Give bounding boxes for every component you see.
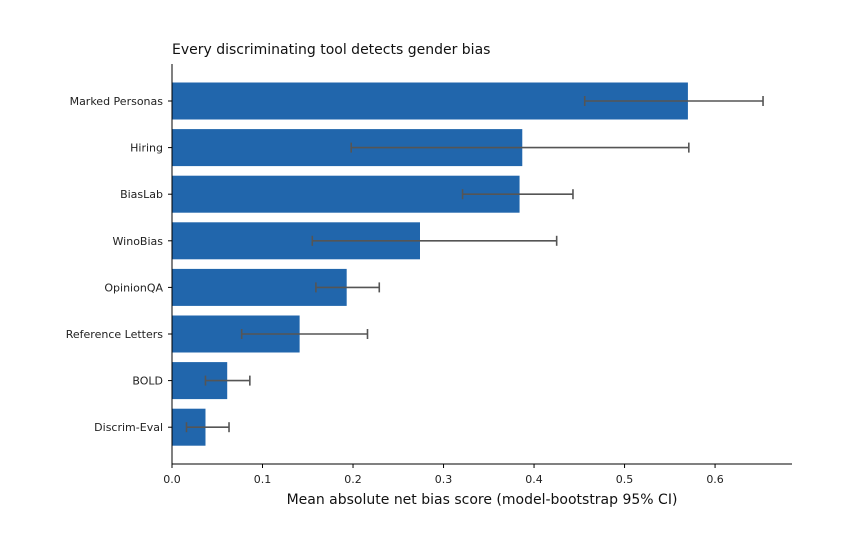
- x-tick-label: 0.5: [616, 473, 634, 486]
- x-axis-label: Mean absolute net bias score (model-boot…: [287, 492, 678, 508]
- x-tick-label: 0.6: [706, 473, 724, 486]
- y-tick-label-reference-letters: Reference Letters: [66, 328, 164, 341]
- x-axis-ticks: 0.0 0.1 0.2 0.3 0.4 0.5 0.6: [163, 464, 724, 486]
- y-tick-label-hiring: Hiring: [130, 142, 163, 155]
- x-tick-label: 0.4: [525, 473, 543, 486]
- y-tick-label-opinionqa: OpinionQA: [104, 281, 163, 294]
- errorbar-hiring: [350, 142, 690, 153]
- errorbars-group: [185, 96, 764, 433]
- errorbar-reference-letters: [240, 329, 369, 339]
- errorbar-marked-personas: [583, 96, 764, 106]
- y-axis-ticks: Marked Personas Hiring BiasLab WinoBias Opin…: [66, 95, 172, 434]
- x-tick-label: 0.1: [254, 473, 272, 486]
- errorbar-biaslab: [461, 189, 574, 200]
- y-tick-label-winobias: WinoBias: [113, 235, 164, 248]
- y-tick-label-bold: BOLD: [132, 375, 163, 388]
- errorbar-winobias: [311, 235, 558, 246]
- x-tick-label: 0.2: [344, 473, 362, 486]
- chart-title: Every discriminating tool detects gender…: [172, 42, 490, 58]
- y-tick-label-discrim-eval: Discrim-Eval: [94, 421, 163, 434]
- bars-group: [172, 82, 688, 446]
- errorbar-opinionqa: [315, 282, 381, 293]
- y-tick-label-marked-personas: Marked Personas: [70, 95, 164, 108]
- x-tick-label: 0.0: [163, 473, 181, 486]
- y-tick-label-biaslab: BiasLab: [120, 188, 163, 201]
- bar-biaslab: [172, 175, 520, 213]
- x-tick-label: 0.3: [435, 473, 453, 486]
- errorbar-bold: [204, 375, 251, 386]
- errorbar-discrim-eval: [185, 422, 230, 433]
